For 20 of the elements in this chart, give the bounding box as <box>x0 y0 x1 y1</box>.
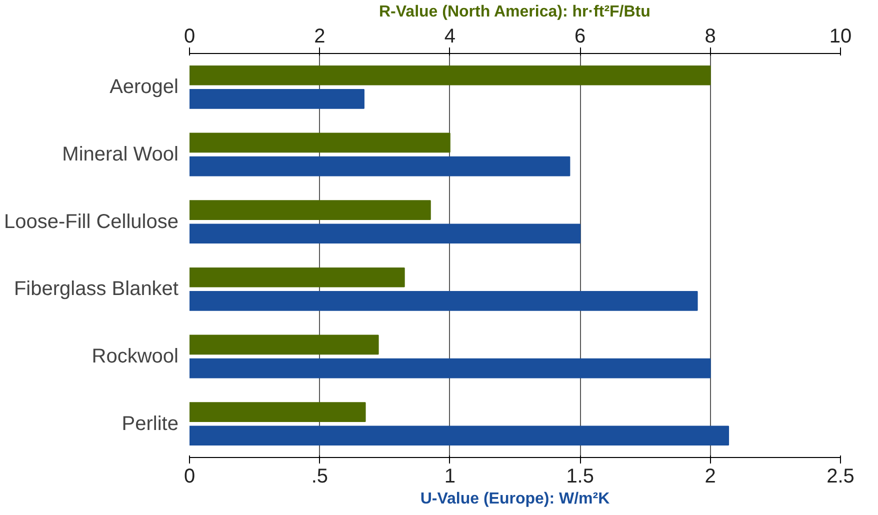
y-tick-label: Fiberglass Blanket <box>14 278 179 300</box>
x-tick-label: 2 <box>704 466 716 488</box>
x2-tick-label: 4 <box>444 26 456 48</box>
y-tick-label: Loose-Fill Cellulose <box>4 210 179 233</box>
x-tick-label: 2.5 <box>826 466 854 488</box>
y-tick-label: Mineral Wool <box>62 144 179 166</box>
y-tick-label: Rockwool <box>92 346 179 368</box>
x-tick-label: 0 <box>184 466 196 488</box>
y-tick-label: Perlite <box>122 412 179 435</box>
y-tick-label: Aerogel <box>110 76 178 98</box>
x-axis-title: U-Value (Europe): W/m²K <box>420 490 610 508</box>
x-tick-label: 1 <box>444 466 456 488</box>
x-tick-label: 1.5 <box>566 466 594 488</box>
x2-tick-label: 0 <box>184 26 196 48</box>
x2-tick-label: 10 <box>829 26 852 48</box>
x2-axis-title: R-Value (North America): hr·ft²F/Btu <box>379 4 650 20</box>
x-tick-label: .5 <box>311 466 328 488</box>
x2-tick-label: 6 <box>574 26 586 48</box>
x2-tick-label: 2 <box>314 26 326 48</box>
x2-tick-label: 8 <box>704 26 716 48</box>
